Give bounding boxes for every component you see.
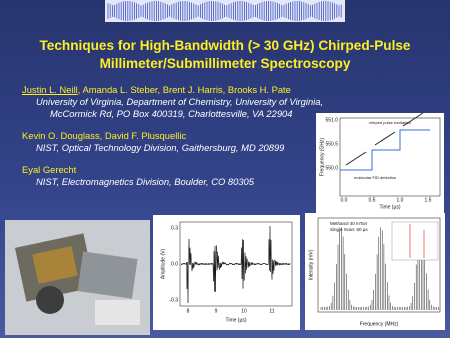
y-tick-label: 0.3 bbox=[171, 225, 178, 231]
chirp bbox=[345, 151, 367, 166]
fid-trace bbox=[180, 226, 291, 304]
affiliation: NIST, Electromagnetics Division, Boulder… bbox=[36, 176, 254, 187]
x-tick-label: 10 bbox=[241, 308, 247, 314]
title: Millimeter/Submillimeter Spectroscopy bbox=[99, 56, 351, 71]
x-tick-label: 11 bbox=[269, 308, 274, 314]
title: Techniques for High-Bandwidth (> 30 GHz)… bbox=[39, 38, 411, 53]
x-axis-label: Frequency (MHz) bbox=[360, 321, 399, 327]
authors: Kevin O. Douglass, David F. Plusquellic bbox=[22, 130, 187, 141]
authors: Eyal Gerecht bbox=[22, 164, 77, 175]
lead-author: Justin L. Neill bbox=[22, 84, 78, 95]
annotation: molecular FID detection bbox=[354, 175, 396, 180]
x-tick-label: 0.5 bbox=[369, 197, 376, 203]
affiliation: McCormick Rd, PO Box 400319, Charlottesv… bbox=[50, 108, 293, 119]
step-trace bbox=[340, 129, 430, 171]
x-tick-label: 0.0 bbox=[341, 197, 348, 203]
plot-frame bbox=[179, 221, 293, 307]
annotation: Methanol 40 mTorr bbox=[330, 221, 368, 226]
annotation: chirped pulse excitation bbox=[369, 120, 411, 125]
y-axis-label: Amplitude (V) bbox=[160, 249, 166, 280]
affiliation: University of Virginia, Department of Ch… bbox=[36, 96, 324, 107]
author-names: , Amanda L. Steber, Brent J. Harris, Bro… bbox=[77, 84, 291, 95]
photo-part bbox=[32, 246, 78, 284]
photo-part bbox=[77, 251, 138, 299]
y-axis-label: Frequency (GHz) bbox=[319, 137, 325, 176]
x-axis-label: Time (µs) bbox=[225, 317, 246, 323]
y-tick-label: 551.0 bbox=[325, 117, 338, 123]
x-tick-label: 1.5 bbox=[425, 197, 432, 203]
fid-figure bbox=[153, 215, 300, 330]
y-tick-label: 550.0 bbox=[325, 165, 338, 171]
x-tick-label: 1.0 bbox=[397, 197, 404, 203]
banner-pattern bbox=[107, 1, 342, 21]
x-axis-label: Time (µs) bbox=[379, 204, 400, 210]
plot-frame bbox=[317, 217, 441, 313]
inset bbox=[391, 221, 439, 261]
affiliation: NIST, Optical Technology Division, Gaith… bbox=[36, 142, 285, 153]
photo-part bbox=[95, 300, 140, 325]
chirp bbox=[402, 112, 424, 127]
chirp bbox=[374, 131, 396, 146]
y-tick-label: 0.0 bbox=[171, 261, 178, 267]
spectrum-lines bbox=[320, 227, 439, 310]
x-tick-label: 8 bbox=[187, 308, 190, 314]
y-axis-label: Intensity (mV) bbox=[308, 249, 314, 280]
y-tick-label: -0.3 bbox=[169, 297, 178, 303]
authors: Justin L. Neill, Amanda L. Steber, Brent… bbox=[22, 84, 291, 95]
x-tick-label: 9 bbox=[215, 308, 218, 314]
plot-frame bbox=[339, 117, 441, 197]
annotation: Single Scan: 60 µs bbox=[330, 227, 368, 232]
photo-part bbox=[36, 286, 64, 314]
y-tick-label: 550.5 bbox=[325, 141, 338, 147]
